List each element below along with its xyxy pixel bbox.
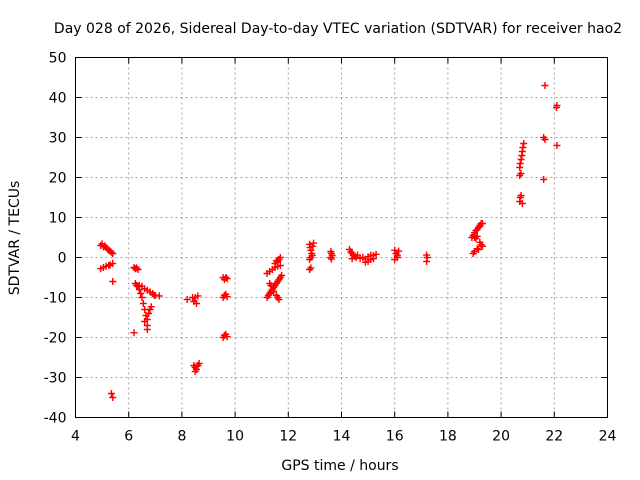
data-point [310,239,318,247]
x-tick-label: 8 [177,429,186,445]
data-point [347,248,355,256]
data-point [518,200,526,207]
data-point [133,264,141,272]
data-point [155,292,163,300]
data-point [540,176,548,183]
y-tick-label: 20 [49,171,67,187]
data-point [473,232,481,240]
data-point [278,272,286,279]
data-point [517,156,525,163]
data-points [97,82,561,401]
tick-labels: 4 6 8 10 12 14 16 18 20 22 24 -40 -30 -20 -10 0 10 20 30 40… [44,51,617,445]
data-point [469,250,477,257]
data-point [195,360,203,367]
data-point [478,242,486,250]
x-tick-label: 4 [71,429,80,445]
data-point [223,333,231,341]
y-tick-label: 30 [49,131,67,147]
y-tick-label: 0 [58,251,67,267]
data-point [276,254,284,261]
data-point [134,266,142,273]
data-point [139,300,147,307]
data-point [306,256,314,263]
x-tick-label: 14 [333,429,351,445]
y-tick-label: 10 [49,211,67,227]
data-point [109,250,117,257]
data-point [194,292,202,300]
data-point [541,82,549,89]
data-point [276,262,284,269]
data-point [145,310,153,317]
y-tick-label: -10 [44,291,67,307]
data-point [369,255,377,263]
y-tick-label: 50 [49,51,67,67]
x-axis-label: GPS time / hours [281,458,398,474]
x-tick-label: 20 [492,429,510,445]
data-point [183,296,191,303]
data-point [130,329,138,337]
plot-frame [75,57,608,418]
data-point [391,256,399,263]
data-point [540,134,548,141]
data-point [478,220,486,227]
data-point [516,160,524,167]
data-point [309,242,317,250]
x-tick-label: 16 [386,429,404,445]
data-point [223,275,231,283]
data-point [143,326,151,333]
y-tick-label: -20 [44,331,67,347]
data-point [275,296,283,303]
x-tick-label: 22 [545,429,563,445]
x-tick-label: 24 [599,429,617,445]
data-point [361,258,369,266]
data-point [553,142,561,149]
data-point [223,293,231,301]
data-point [423,258,431,265]
y-axis-label: SDTVAR / TECUs [7,181,23,296]
data-point [141,318,149,325]
data-point [517,192,525,199]
data-point [307,246,315,254]
data-point [306,266,314,273]
data-point [367,251,375,259]
data-point [107,248,115,256]
data-point [267,282,275,289]
x-tick-label: 10 [226,429,244,445]
x-tick-label: 18 [439,429,457,445]
data-point [191,368,199,375]
y-tick-label: -30 [44,371,67,387]
data-point [222,274,230,281]
data-point [372,250,380,258]
data-point [477,241,485,249]
data-point [109,260,117,267]
data-point [348,255,356,263]
data-point [137,290,145,297]
data-point [109,278,117,285]
data-point [105,262,113,269]
data-point [138,294,146,301]
x-tick-label: 6 [124,429,133,445]
data-point [474,246,482,253]
data-point [553,102,561,109]
data-point [395,247,403,255]
data-point [327,255,335,263]
data-point [109,394,117,401]
data-point [219,334,227,341]
y-tick-label: -40 [44,411,67,427]
data-point [270,288,278,295]
grid-lines [75,57,608,418]
x-tick-label: 12 [279,429,297,445]
chart-title: Day 028 of 2026, Sidereal Day-to-day VTE… [54,21,622,37]
data-point [519,144,527,151]
data-point [520,140,528,147]
data-point [107,390,115,397]
data-point [517,170,525,177]
data-point [307,264,315,272]
y-tick-label: 40 [49,91,67,107]
data-point [272,257,280,265]
data-point [193,300,201,307]
data-point [147,303,155,311]
data-point [391,246,399,254]
